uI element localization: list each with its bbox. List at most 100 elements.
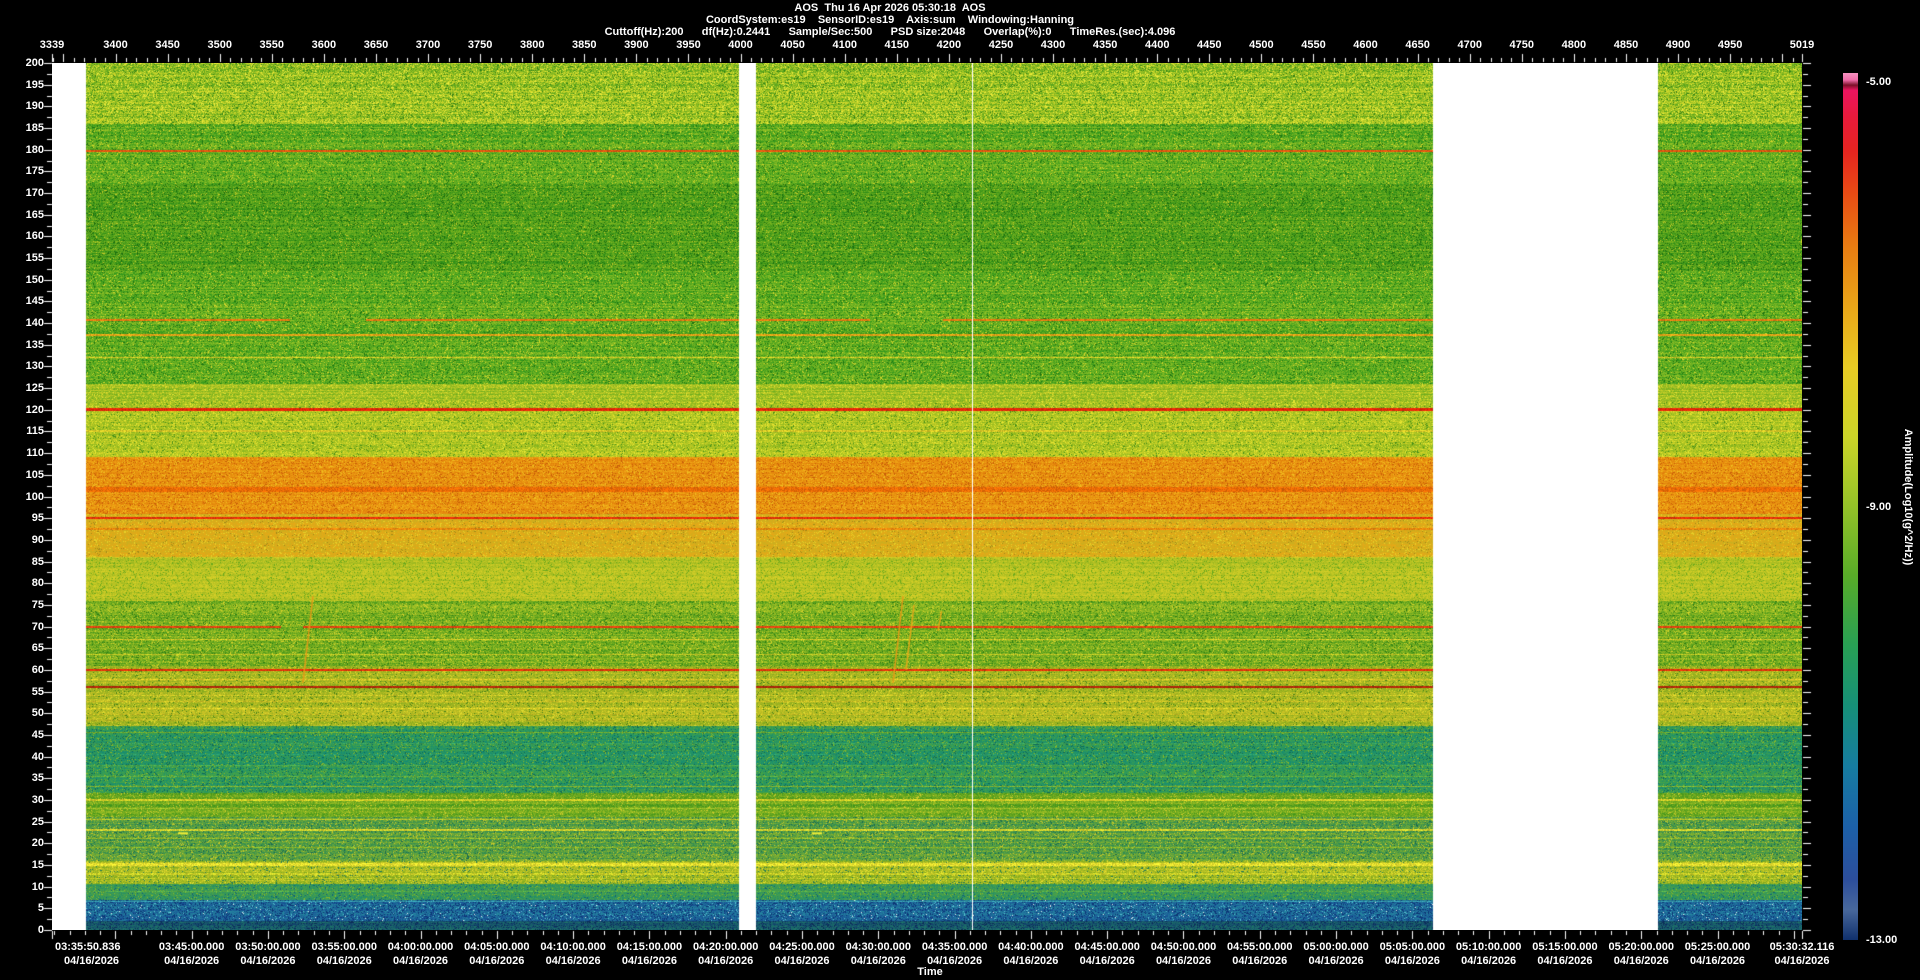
time-tick-label: 05:05:00.000	[1379, 941, 1446, 953]
top-axis-tick-label: 3650	[363, 39, 389, 51]
date-tick-label: 04/16/2026	[698, 955, 754, 967]
top-axis-tick-label: 4900	[1665, 39, 1691, 51]
frequency-tick-label: 60	[31, 663, 44, 676]
colorbar-tick-label: -9.00	[1866, 500, 1892, 513]
frequency-tick-label: 55	[31, 685, 44, 698]
header-meta-line-1: CoordSystem:es19 SensorID:es19 Axis:sum …	[705, 14, 1075, 26]
frequency-tick-label: 10	[31, 880, 44, 893]
date-tick-label: 04/16/2026	[621, 955, 677, 967]
top-axis-tick-label: 3339	[39, 39, 65, 51]
time-tick-label: 05:30:32.116	[1769, 941, 1835, 953]
top-axis-tick-label: 4350	[1092, 39, 1118, 51]
frequency-tick-label: 25	[31, 815, 44, 828]
spectrogram-canvas[interactable]	[52, 63, 1802, 930]
top-axis-tick-label: 4300	[1040, 39, 1066, 51]
top-axis-tick-label: 4800	[1561, 39, 1587, 51]
time-tick-label: 04:25:00.000	[769, 941, 835, 953]
frequency-tick-label: 85	[31, 555, 44, 568]
top-axis-tick-label: 4750	[1509, 39, 1535, 51]
time-tick-label: 03:45:00.000	[158, 941, 225, 953]
frequency-tick-label: 150	[25, 273, 44, 286]
frequency-tick-label: 110	[26, 447, 44, 460]
top-axis-tick-label: 3900	[624, 39, 649, 51]
frequency-tick-label: 140	[25, 317, 44, 330]
date-tick-label: 04/16/2026	[1690, 955, 1746, 967]
date-tick-label: 04/16/2026	[1774, 955, 1830, 967]
date-tick-label: 04/16/2026	[1308, 955, 1364, 967]
frequency-tick-label: 115	[26, 425, 44, 438]
frequency-tick-label: 90	[31, 533, 44, 546]
frequency-tick-label: 75	[31, 598, 44, 611]
top-axis-tick-label: 3450	[155, 39, 180, 51]
date-tick-label: 04/16/2026	[64, 955, 120, 967]
top-axis-tick-label: 4650	[1405, 39, 1430, 51]
time-tick-label: 05:00:00.000	[1303, 941, 1369, 953]
frequency-tick-label: 135	[25, 338, 44, 351]
top-axis-tick-label: 3400	[103, 39, 128, 51]
top-axis-tick-label: 4000	[728, 39, 753, 51]
colorbar-tick-label: -5.00	[1866, 75, 1892, 88]
frequency-tick-label: 185	[25, 122, 44, 135]
date-tick-label: 04/16/2026	[545, 955, 601, 967]
frequency-tick-label: 120	[25, 403, 44, 416]
date-tick-label: 04/16/2026	[1155, 955, 1211, 967]
top-axis-tick-label: 3600	[311, 39, 337, 51]
top-axis-tick-label: 4850	[1613, 39, 1639, 51]
time-tick-label: 03:50:00.000	[235, 941, 301, 953]
time-tick-label: 05:10:00.000	[1455, 941, 1522, 953]
frequency-tick-label: 65	[31, 642, 44, 655]
frequency-tick-label: 180	[25, 143, 44, 156]
time-tick-label: 04:05:00.000	[464, 941, 530, 953]
colorbar-gradient	[1843, 73, 1858, 940]
time-tick-label: 05:25:00.000	[1684, 941, 1751, 953]
frequency-tick-label: 95	[31, 512, 44, 525]
top-axis-tick-label: 3500	[207, 39, 232, 51]
date-tick-label: 04/16/2026	[1613, 955, 1669, 967]
frequency-tick-label: 45	[31, 728, 44, 741]
date-tick-label: 04/16/2026	[774, 955, 830, 967]
top-axis-tick-label: 4550	[1301, 39, 1326, 51]
top-axis-tick-label: 4200	[936, 39, 962, 51]
top-axis-tick-label: 4500	[1249, 39, 1274, 51]
header-meta-line-2: Cuttoff(Hz):200 df(Hz):0.2441 Sample/Sec…	[604, 26, 1176, 38]
top-axis-tick-label: 3550	[259, 39, 285, 51]
time-tick-label: 04:35:00.000	[921, 941, 988, 953]
time-tick-label: 04:40:00.000	[998, 941, 1064, 953]
date-tick-label: 04/16/2026	[1232, 955, 1288, 967]
date-tick-label: 04/16/2026	[927, 955, 983, 967]
top-axis-tick-label: 4450	[1197, 39, 1222, 51]
frequency-tick-label: 160	[25, 230, 44, 243]
top-axis-tick-label: 4400	[1144, 39, 1170, 51]
frequency-tick-label: 80	[31, 577, 44, 590]
time-tick-label: 04:45:00.000	[1074, 941, 1140, 953]
date-tick-label: 04/16/2026	[1384, 955, 1440, 967]
frequency-tick-label: 125	[25, 382, 44, 395]
frequency-tick-label: 145	[25, 295, 44, 308]
frequency-tick-label: 195	[25, 78, 44, 91]
date-tick-label: 04/16/2026	[469, 955, 525, 967]
frequency-tick-label: 70	[31, 620, 44, 633]
frequency-tick-label: 35	[31, 772, 44, 785]
time-tick-label: 04:30:00.000	[845, 941, 912, 953]
top-axis-tick-label: 3800	[519, 39, 545, 51]
top-axis-tick-label: 5019	[1789, 39, 1815, 51]
date-tick-label: 04/16/2026	[850, 955, 906, 967]
time-tick-label: 04:55:00.000	[1227, 941, 1293, 953]
frequency-tick-label: 15	[31, 858, 44, 871]
time-tick-label: 04:10:00.000	[540, 941, 606, 953]
time-tick-label: 03:55:00.000	[311, 941, 377, 953]
frequency-tick-label: 155	[25, 252, 44, 265]
frequency-tick-label: 190	[25, 100, 44, 113]
time-tick-label: 04:20:00.000	[692, 941, 759, 953]
frequency-tick-label: 175	[25, 165, 44, 178]
frequency-tick-label: 0	[37, 924, 44, 936]
frequency-tick-label: 30	[31, 793, 44, 806]
top-axis-tick-label: 3750	[467, 39, 493, 51]
time-tick-label: 04:50:00.000	[1150, 941, 1217, 953]
frequency-tick-label: 20	[31, 837, 44, 850]
top-axis-tick-label: 4050	[780, 39, 805, 51]
top-axis-tick-label: 4100	[832, 39, 857, 51]
time-tick-label: 03:35:50.836	[55, 941, 121, 953]
top-axis-tick-label: 4950	[1717, 39, 1743, 51]
